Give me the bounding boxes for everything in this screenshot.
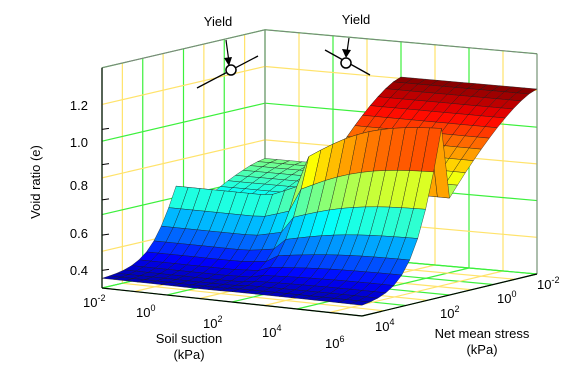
x-axis-ticks: 10-2 100 102 104 106 [83, 293, 344, 351]
yield-arrowhead [342, 49, 351, 58]
wall-edge [264, 29, 538, 55]
z-tick-label: 0.4 [70, 263, 88, 278]
y-axis-label: Net mean stress [435, 326, 530, 341]
y-tick-label: 100 [497, 289, 516, 306]
wall-grid-line [101, 139, 266, 179]
z-axis-label: Void ratio (e) [28, 145, 43, 219]
z-tick-label: 0.6 [70, 226, 88, 241]
z-tick-label: 1.2 [70, 98, 88, 113]
z-axis-ticks: 0.4 0.6 0.8 1.0 1.2 [70, 98, 88, 278]
axis-line [101, 287, 363, 317]
x-axis-label: Soil suction [156, 331, 222, 346]
yield-label: Yield [204, 14, 232, 29]
yield-point-marker [340, 57, 352, 69]
y-tick-label: 10-2 [537, 275, 559, 292]
y-axis-label-unit: (kPa) [466, 342, 497, 357]
wall-grid-line [101, 65, 266, 106]
z-tick-mark [101, 163, 110, 166]
y-axis-ticks: 10-2 100 102 104 [375, 275, 559, 334]
yield-point-marker [225, 64, 237, 76]
front-frame [101, 67, 538, 317]
y-tick-label: 102 [440, 304, 459, 321]
x-tick-label: 102 [203, 314, 222, 331]
yield-label: Yield [342, 12, 370, 27]
z-tick-mark [101, 198, 110, 201]
axis-line [361, 273, 538, 317]
x-tick-label: 100 [136, 303, 155, 320]
x-axis-label-unit: (kPa) [173, 347, 204, 362]
wall-edge [101, 29, 266, 69]
z-tick-mark [101, 268, 110, 271]
z-tick-mark [101, 127, 110, 130]
wall-grid-line [101, 102, 266, 142]
x-tick-label: 10-2 [83, 293, 105, 310]
surface [101, 76, 538, 306]
yield-arrowhead [224, 57, 232, 66]
yield-annotation-stress: Yield [324, 12, 371, 76]
surface-patch [350, 300, 371, 306]
z-tick-mark [101, 233, 110, 236]
x-tick-label: 106 [325, 334, 344, 351]
y-tick-label: 104 [375, 317, 394, 334]
z-tick-label: 0.8 [70, 178, 88, 193]
z-tick-label: 1.0 [70, 135, 88, 150]
yield-annotation-suction: Yield [196, 14, 259, 89]
floor-grid-line [329, 270, 504, 314]
x-tick-label: 104 [262, 323, 281, 340]
